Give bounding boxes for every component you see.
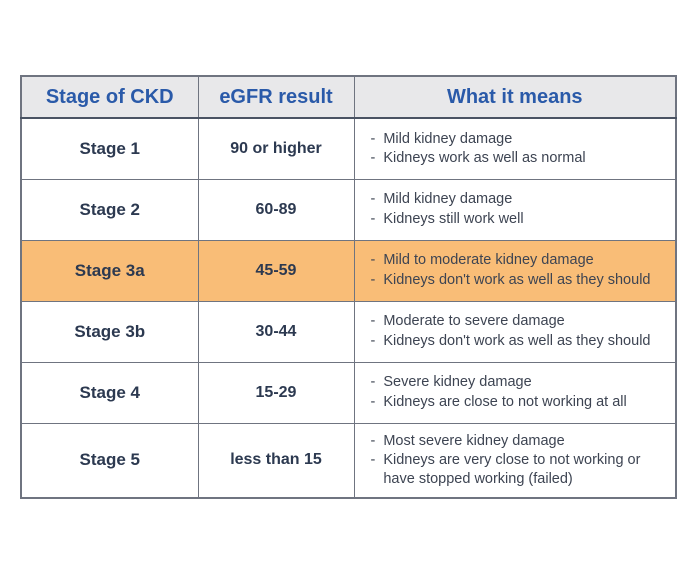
meaning-cell: - Mild kidney damage - Kidneys still wor… bbox=[353, 178, 677, 241]
meaning-line: - Severe kidney damage bbox=[371, 373, 672, 392]
meaning-text: Mild to moderate kidney damage bbox=[383, 252, 594, 269]
meaning-text: Kidneys don't work as well as they shoul… bbox=[383, 271, 651, 288]
egfr-cell: less than 15 bbox=[197, 422, 355, 499]
meaning-text: Mild kidney damage bbox=[383, 130, 513, 147]
meaning-line: - Kidneys don't work as well as they sho… bbox=[371, 271, 672, 290]
meaning-cell: - Severe kidney damage - Kidneys are clo… bbox=[353, 361, 677, 424]
meaning-text: Kidneys don't work as well as they shoul… bbox=[383, 332, 651, 349]
meaning-text: Mild kidney damage bbox=[383, 191, 513, 208]
meaning-text: Kidneys still work well bbox=[383, 210, 524, 227]
header-what-it-means: What it means bbox=[353, 75, 677, 119]
bullet-dash: - bbox=[370, 149, 376, 166]
bullet-dash: - bbox=[370, 210, 376, 227]
bullet-dash: - bbox=[370, 130, 376, 147]
bullet-dash: - bbox=[370, 432, 376, 449]
meaning-text: Kidneys are very close to not working or… bbox=[383, 451, 641, 487]
stage-cell: Stage 1 bbox=[20, 117, 199, 180]
meaning-line: - Kidneys work as well as normal bbox=[371, 149, 672, 168]
bullet-dash: - bbox=[370, 451, 376, 468]
bullet-dash: - bbox=[370, 393, 376, 410]
meaning-line: - Kidneys are close to not working at al… bbox=[371, 393, 672, 412]
header-egfr-result: eGFR result bbox=[197, 75, 355, 119]
meaning-line: - Kidneys still work well bbox=[371, 210, 672, 229]
stage-cell: Stage 2 bbox=[20, 178, 199, 241]
ckd-stage-table: Stage of CKD eGFR result What it means S… bbox=[20, 75, 677, 499]
egfr-cell: 15-29 bbox=[197, 361, 355, 424]
bullet-dash: - bbox=[370, 191, 376, 208]
meaning-cell: - Mild kidney damage - Kidneys work as w… bbox=[353, 117, 677, 180]
meaning-text: Kidneys are close to not working at all bbox=[383, 393, 627, 410]
egfr-cell: 90 or higher bbox=[197, 117, 355, 180]
table-row-stage-4: Stage 4 15-29 - Severe kidney damage - K… bbox=[20, 361, 677, 424]
table-row-stage-3a-highlighted: Stage 3a 45-59 - Mild to moderate kidney… bbox=[20, 239, 677, 302]
stage-cell: Stage 5 bbox=[20, 422, 199, 499]
bullet-dash: - bbox=[370, 313, 376, 330]
meaning-cell: - Moderate to severe damage - Kidneys do… bbox=[353, 300, 677, 363]
bullet-dash: - bbox=[370, 332, 376, 349]
header-stage-of-ckd: Stage of CKD bbox=[20, 75, 199, 119]
stage-cell: Stage 4 bbox=[20, 361, 199, 424]
meaning-line: - Moderate to severe damage bbox=[371, 312, 672, 331]
meaning-text: Moderate to severe damage bbox=[383, 313, 565, 330]
meaning-text: Severe kidney damage bbox=[383, 374, 532, 391]
meaning-text: Most severe kidney damage bbox=[383, 432, 565, 449]
table-row-stage-2: Stage 2 60-89 - Mild kidney damage - Kid… bbox=[20, 178, 677, 241]
bullet-dash: - bbox=[370, 252, 376, 269]
meaning-line: - Most severe kidney damage bbox=[371, 432, 672, 451]
meaning-line: - Kidneys are very close to not working … bbox=[371, 451, 672, 489]
bullet-dash: - bbox=[370, 271, 376, 288]
bullet-dash: - bbox=[370, 374, 376, 391]
meaning-line: - Mild to moderate kidney damage bbox=[371, 251, 672, 270]
meaning-line: - Mild kidney damage bbox=[371, 190, 672, 209]
meaning-text: Kidneys work as well as normal bbox=[383, 149, 586, 166]
table-row-stage-5: Stage 5 less than 15 - Most severe kidne… bbox=[20, 422, 677, 499]
egfr-cell: 45-59 bbox=[197, 239, 355, 302]
egfr-cell: 60-89 bbox=[197, 178, 355, 241]
stage-cell: Stage 3a bbox=[20, 239, 199, 302]
meaning-line: - Kidneys don't work as well as they sho… bbox=[371, 332, 672, 351]
header-row: Stage of CKD eGFR result What it means bbox=[20, 75, 677, 119]
meaning-cell: - Mild to moderate kidney damage - Kidne… bbox=[353, 239, 677, 302]
egfr-cell: 30-44 bbox=[197, 300, 355, 363]
meaning-line: - Mild kidney damage bbox=[371, 130, 672, 149]
meaning-cell: - Most severe kidney damage - Kidneys ar… bbox=[353, 422, 677, 499]
table-row-stage-3b: Stage 3b 30-44 - Moderate to severe dama… bbox=[20, 300, 677, 363]
stage-cell: Stage 3b bbox=[20, 300, 199, 363]
table-row-stage-1: Stage 1 90 or higher - Mild kidney damag… bbox=[20, 117, 677, 180]
